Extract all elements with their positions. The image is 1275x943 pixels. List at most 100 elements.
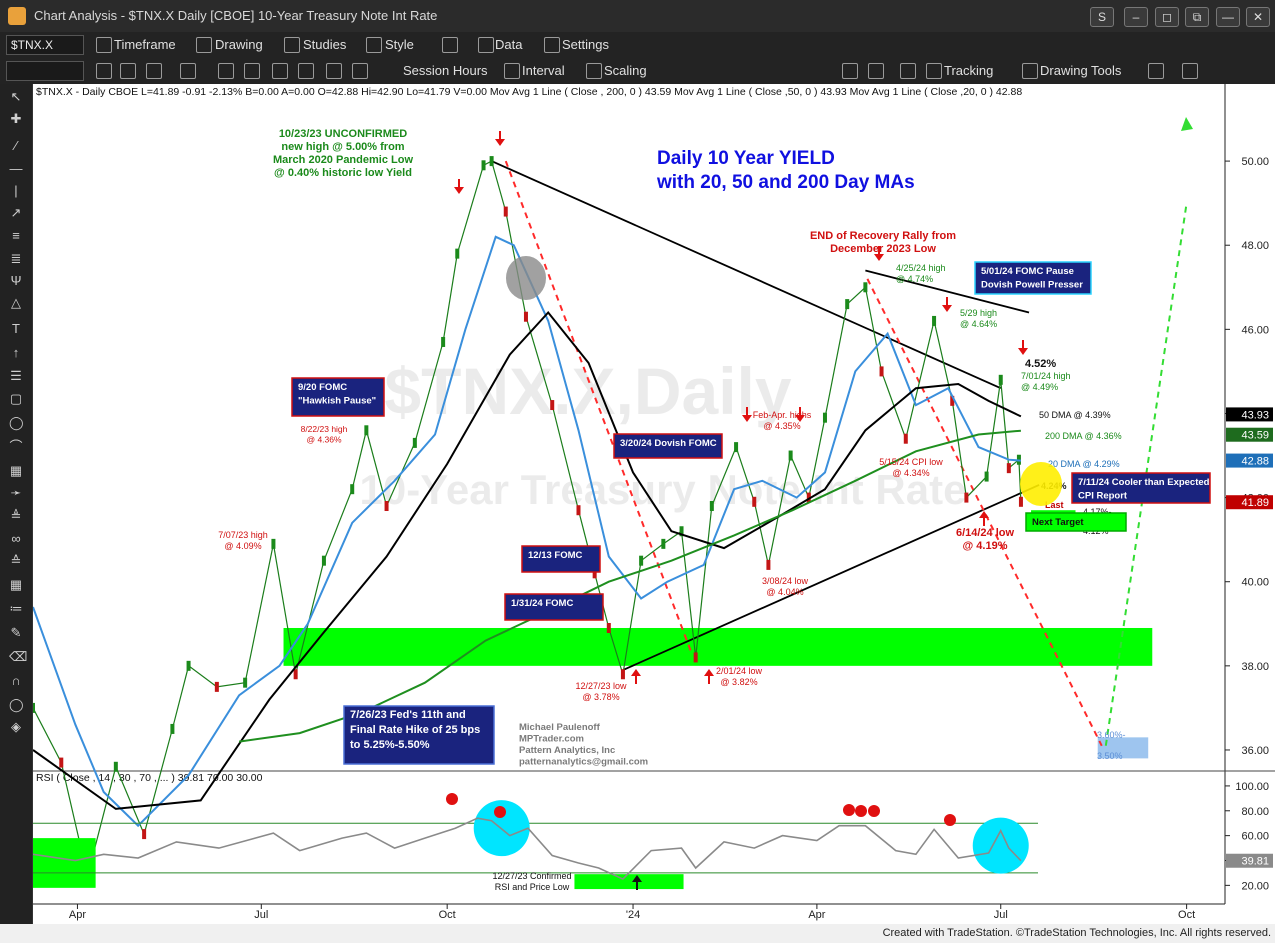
link-icon-2[interactable] xyxy=(120,63,136,79)
session-hours-menu[interactable]: Session Hours xyxy=(403,63,488,78)
x-tick-label: Oct xyxy=(439,909,456,921)
rsi-signal-badge xyxy=(944,814,956,826)
text-tool-icon[interactable]: T xyxy=(12,321,20,336)
rsi-signal-badge xyxy=(494,806,506,818)
arrow-up-icon[interactable]: ↑ xyxy=(12,345,20,360)
window-icon[interactable] xyxy=(146,63,162,79)
annotation-text: 4/25/24 high xyxy=(896,263,946,273)
annotation-text: new high @ 5.00% from xyxy=(281,141,404,153)
price-bar xyxy=(33,702,35,713)
export-icon[interactable] xyxy=(1148,63,1164,79)
camera-icon[interactable] xyxy=(180,63,196,79)
price-bar xyxy=(879,366,884,377)
drawing-tools-menu[interactable]: Drawing Tools xyxy=(1040,63,1122,78)
paint-icon[interactable]: ◈ xyxy=(11,719,21,734)
zoom-out-icon[interactable] xyxy=(244,63,260,79)
close-icon[interactable]: ✕ xyxy=(1246,7,1270,27)
maximize-button[interactable]: ◻ xyxy=(1155,7,1179,27)
magnify-icon[interactable] xyxy=(868,63,884,79)
timeframe-menu[interactable]: Timeframe xyxy=(114,37,176,52)
interval-menu[interactable]: Interval xyxy=(522,63,565,78)
tracking-menu[interactable]: Tracking xyxy=(944,63,994,78)
pointer-icon[interactable]: ↖ xyxy=(10,89,22,104)
price-bar xyxy=(271,538,276,549)
settings-menu[interactable]: Settings xyxy=(562,37,609,52)
down-arrow-head xyxy=(874,254,884,261)
data-menu[interactable]: Data xyxy=(495,37,523,52)
brush-icon[interactable]: ✎ xyxy=(10,625,22,640)
channel-icon[interactable]: ≡ xyxy=(12,228,20,243)
annotation-text: @ 4.19% xyxy=(963,540,1008,552)
price-bar xyxy=(441,336,446,347)
price-chart[interactable]: $TNX.X,Daily 10-Year Treasury Note Int R… xyxy=(33,84,1275,924)
move-icon[interactable]: ✚ xyxy=(10,111,22,126)
fibonacci-icon[interactable]: ≣ xyxy=(10,251,22,266)
price-bar xyxy=(709,501,714,512)
annotation-text: 50 DMA @ 4.39% xyxy=(1039,410,1111,420)
callout-text: "Hawkish Pause" xyxy=(298,396,376,407)
arrow-tool-icon[interactable]: ➛ xyxy=(10,485,22,500)
horizontal-line-icon[interactable]: — xyxy=(9,161,23,176)
rsi-y-tick-label: 60.00 xyxy=(1241,831,1269,843)
bar-chart-icon[interactable] xyxy=(272,63,288,79)
scaling-menu[interactable]: Scaling xyxy=(604,63,647,78)
x-tick-label: Apr xyxy=(808,909,825,921)
arc-icon[interactable]: ⌒ xyxy=(9,439,23,454)
line-icon[interactable] xyxy=(326,63,342,79)
callout-text: 7/26/23 Fed's 11th and xyxy=(350,709,466,721)
trendline-5 xyxy=(1104,203,1188,746)
callout-text: 7/11/24 Cooler than Expected xyxy=(1078,477,1210,488)
price-bar xyxy=(964,492,969,503)
app-icon xyxy=(8,7,26,25)
gann-icon[interactable]: ▦ xyxy=(9,463,23,478)
magnet-icon[interactable]: ∩ xyxy=(11,673,21,688)
callout-box xyxy=(343,705,495,765)
price-bar xyxy=(142,829,147,840)
x-tick-label: Jul xyxy=(254,909,268,921)
y-tick-label: 40.00 xyxy=(1241,577,1269,589)
fib-extension-icon[interactable]: ≔ xyxy=(9,601,23,616)
annotation-text: @ 4.49% xyxy=(1021,382,1058,392)
restore-button[interactable]: ⧉ xyxy=(1185,7,1209,27)
grid-icon-2[interactable] xyxy=(900,63,916,79)
flask-icon xyxy=(284,37,300,53)
trendline-icon[interactable]: ∕ xyxy=(14,138,18,153)
annotation-text: @ 4.74% xyxy=(896,274,933,284)
vertical-line-icon[interactable]: | xyxy=(14,183,18,198)
symbol-input[interactable]: $TNX.X xyxy=(6,35,84,55)
drawing-menu[interactable]: Drawing xyxy=(215,37,263,52)
eraser-icon[interactable]: ⌫ xyxy=(9,649,28,664)
callout-text: Next Target xyxy=(1032,517,1084,528)
regression-icon[interactable]: ≙ xyxy=(10,553,22,568)
rectangle-icon[interactable]: ▢ xyxy=(9,391,23,406)
triangle-icon[interactable]: △ xyxy=(11,295,21,310)
text-icon[interactable] xyxy=(352,63,368,79)
candle-icon[interactable] xyxy=(298,63,314,79)
speed-lines-icon[interactable]: ≜ xyxy=(10,508,22,523)
ray-icon[interactable]: ↗ xyxy=(10,205,22,220)
grid-icon[interactable] xyxy=(442,37,458,53)
list-icon[interactable]: ☰ xyxy=(10,368,22,383)
pitchfork-icon[interactable]: Ψ xyxy=(10,273,22,288)
symbol-link-button[interactable]: S xyxy=(1090,7,1114,27)
grid-tool-icon[interactable]: ▦ xyxy=(9,577,23,592)
lock-icon[interactable]: ◯ xyxy=(9,697,24,712)
chat-icon[interactable] xyxy=(1182,63,1198,79)
zoom-in-icon[interactable] xyxy=(218,63,234,79)
price-bar xyxy=(788,450,793,461)
up-arrow-head xyxy=(632,875,642,882)
style-menu[interactable]: Style xyxy=(385,37,414,52)
minimize-icon[interactable]: — xyxy=(1216,7,1240,27)
callout-text: Final Rate Hike of 25 bps xyxy=(350,724,480,736)
annotation-text: @ 4.35% xyxy=(763,421,800,431)
ellipse-icon[interactable]: ◯ xyxy=(9,415,24,430)
minimize-button[interactable]: – xyxy=(1124,7,1148,27)
annotation-text: RSI and Price Low xyxy=(495,882,570,892)
account-dropdown[interactable] xyxy=(6,61,84,81)
link-icon[interactable] xyxy=(96,63,112,79)
rsi-zone-1 xyxy=(574,874,684,890)
annotation-text: 200 DMA @ 4.36% xyxy=(1045,431,1122,441)
studies-menu[interactable]: Studies xyxy=(303,37,347,52)
cycle-lines-icon[interactable]: ∞ xyxy=(11,531,21,546)
search-icon[interactable] xyxy=(842,63,858,79)
